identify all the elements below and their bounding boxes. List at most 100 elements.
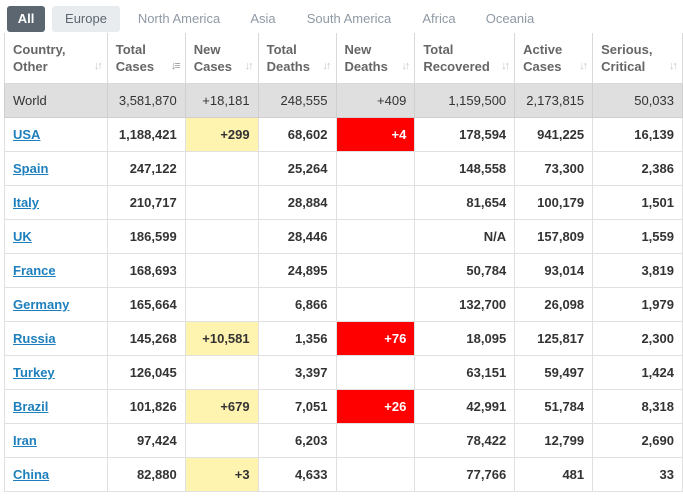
- total-deaths-cell: 68,602: [257, 117, 337, 152]
- table-row: Spain 247,122 25,264 148,558 73,300 2,386: [4, 151, 683, 186]
- world-new-deaths: +409: [335, 83, 416, 118]
- table-row: France 168,693 24,895 50,784 93,014 3,819: [4, 253, 683, 288]
- total-deaths-cell: 25,264: [257, 151, 337, 186]
- total-cases-cell: 145,268: [106, 321, 186, 356]
- world-total-recovered: 1,159,500: [414, 83, 516, 118]
- new-cases-cell: [184, 423, 259, 458]
- total-cases-cell: 210,717: [106, 185, 186, 220]
- total-deaths-cell: 6,203: [257, 423, 337, 458]
- sort-icon: ↓↑: [579, 60, 588, 72]
- sort-desc-icon: ↓≡: [170, 60, 181, 72]
- new-deaths-cell: [335, 151, 416, 186]
- country-cell: Italy: [4, 185, 108, 220]
- new-cases-cell: [184, 185, 259, 220]
- new-deaths-cell: +4: [335, 117, 416, 152]
- new-deaths-cell: [335, 253, 416, 288]
- header-row: Country, Other ↓↑ Total Cases ↓≡ New Cases ↓↑ …: [4, 33, 683, 84]
- total-recovered-cell: 132,700: [414, 287, 516, 322]
- total-recovered-cell: 81,654: [414, 185, 516, 220]
- table-row: USA 1,188,421 +299 68,602 +4 178,594 941,225 16…: [4, 117, 683, 152]
- country-link[interactable]: China: [13, 467, 50, 482]
- serious-critical-cell: 1,979: [592, 287, 683, 322]
- total-cases-cell: 165,664: [106, 287, 186, 322]
- tab-all[interactable]: All: [7, 6, 45, 32]
- country-link[interactable]: UK: [13, 229, 32, 244]
- total-deaths-cell: 6,866: [257, 287, 337, 322]
- table-row: Germany 165,664 6,866 132,700 26,098 1,979: [4, 287, 683, 322]
- new-deaths-cell: [335, 457, 416, 492]
- active-cases-cell: 93,014: [514, 253, 594, 288]
- tab-europe[interactable]: Europe: [52, 6, 120, 32]
- active-cases-cell: 481: [514, 457, 594, 492]
- country-link[interactable]: Germany: [13, 297, 70, 312]
- total-cases-cell: 97,424: [106, 423, 186, 458]
- country-link[interactable]: France: [13, 263, 56, 278]
- sort-icon: ↓↑: [501, 60, 510, 72]
- serious-critical-cell: 1,424: [592, 355, 683, 390]
- header-total-recovered[interactable]: Total Recovered ↓↑: [414, 33, 516, 84]
- tab-oceania[interactable]: Oceania: [485, 11, 535, 26]
- new-cases-cell: [184, 151, 259, 186]
- new-cases-cell: +3: [184, 457, 259, 492]
- total-deaths-cell: 3,397: [257, 355, 337, 390]
- tab-africa[interactable]: Africa: [422, 11, 456, 26]
- header-total-deaths[interactable]: Total Deaths ↓↑: [257, 33, 337, 84]
- tab-south-america[interactable]: South America: [306, 11, 392, 26]
- sort-icon: ↓↑: [322, 60, 332, 72]
- header-new-cases[interactable]: New Cases ↓↑: [184, 33, 259, 84]
- serious-critical-cell: 8,318: [592, 389, 683, 424]
- serious-critical-cell: 16,139: [592, 117, 683, 152]
- total-cases-cell: 168,693: [106, 253, 186, 288]
- new-cases-cell: [184, 219, 259, 254]
- world-total-deaths: 248,555: [257, 83, 337, 118]
- sort-icon: ↓↑: [669, 60, 678, 72]
- world-new-cases: +18,181: [184, 83, 259, 118]
- country-link[interactable]: Turkey: [13, 365, 55, 380]
- serious-critical-cell: 3,819: [592, 253, 683, 288]
- total-cases-cell: 1,188,421: [106, 117, 186, 152]
- country-cell: USA: [4, 117, 108, 152]
- total-deaths-cell: 28,446: [257, 219, 337, 254]
- new-cases-cell: +299: [184, 117, 259, 152]
- world-total-cases: 3,581,870: [106, 83, 186, 118]
- country-cell: China: [4, 457, 108, 492]
- covid-table: Country, Other ↓↑ Total Cases ↓≡ New Cases ↓↑ …: [4, 33, 683, 492]
- new-deaths-cell: [335, 185, 416, 220]
- new-deaths-cell: [335, 219, 416, 254]
- active-cases-cell: 51,784: [514, 389, 594, 424]
- header-new-deaths[interactable]: New Deaths ↓↑: [335, 33, 416, 84]
- tab-north-america[interactable]: North America: [137, 11, 221, 26]
- total-deaths-cell: 4,633: [257, 457, 337, 492]
- table-row: Brazil 101,826 +679 7,051 +26 42,991 51,784 8,3…: [4, 389, 683, 424]
- world-label: World: [4, 83, 108, 118]
- country-cell: Brazil: [4, 389, 108, 424]
- total-recovered-cell: 18,095: [414, 321, 516, 356]
- active-cases-cell: 12,799: [514, 423, 594, 458]
- country-link[interactable]: Italy: [13, 195, 40, 210]
- total-recovered-cell: 78,422: [414, 423, 516, 458]
- serious-critical-cell: 1,501: [592, 185, 683, 220]
- serious-critical-cell: 33: [592, 457, 683, 492]
- serious-critical-cell: 2,690: [592, 423, 683, 458]
- country-link[interactable]: USA: [13, 127, 41, 142]
- header-active-cases[interactable]: Active Cases ↓↑: [514, 33, 594, 84]
- country-link[interactable]: Spain: [13, 161, 49, 176]
- country-link[interactable]: Russia: [13, 331, 56, 346]
- serious-critical-cell: 2,386: [592, 151, 683, 186]
- new-cases-cell: +10,581: [184, 321, 259, 356]
- table-row: Russia 145,268 +10,581 1,356 +76 18,095 125,81…: [4, 321, 683, 356]
- header-total-cases[interactable]: Total Cases ↓≡: [106, 33, 186, 84]
- new-cases-cell: [184, 253, 259, 288]
- tab-asia[interactable]: Asia: [250, 11, 276, 26]
- country-link[interactable]: Iran: [13, 433, 37, 448]
- world-serious-critical: 50,033: [592, 83, 683, 118]
- total-recovered-cell: 148,558: [414, 151, 516, 186]
- total-cases-cell: 247,122: [106, 151, 186, 186]
- new-deaths-cell: [335, 287, 416, 322]
- header-serious-critical[interactable]: Serious, Critical ↓↑: [592, 33, 683, 84]
- country-cell: Turkey: [4, 355, 108, 390]
- country-cell: Russia: [4, 321, 108, 356]
- header-country[interactable]: Country, Other ↓↑: [4, 33, 108, 84]
- total-cases-cell: 126,045: [106, 355, 186, 390]
- country-link[interactable]: Brazil: [13, 399, 49, 414]
